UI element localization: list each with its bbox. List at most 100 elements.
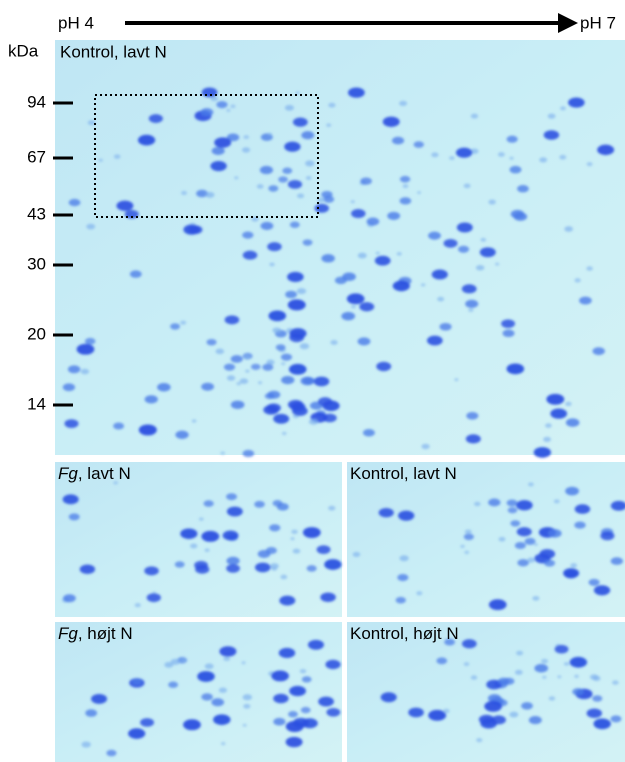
spot [360, 177, 372, 185]
spot [281, 375, 295, 385]
spot [542, 675, 547, 679]
spot [593, 718, 611, 730]
spot [480, 237, 487, 242]
spot [341, 311, 356, 321]
spot [534, 664, 549, 673]
main-gel [55, 40, 625, 455]
spot [197, 671, 215, 682]
spot [305, 160, 315, 167]
spot [357, 252, 367, 259]
spot [470, 113, 479, 119]
spot [465, 434, 481, 444]
spot [80, 368, 90, 375]
spot [273, 413, 290, 424]
spot [428, 709, 447, 721]
spot [501, 319, 516, 329]
spot [201, 530, 220, 542]
spot [201, 693, 213, 701]
spot [234, 176, 239, 180]
spot [443, 238, 458, 248]
spot [463, 533, 474, 541]
spot [303, 377, 315, 385]
spot [299, 343, 310, 350]
spot [68, 198, 81, 207]
spot [222, 530, 239, 541]
spot [565, 401, 572, 407]
spot [454, 378, 459, 382]
spot [263, 405, 279, 415]
spot [292, 117, 308, 127]
spot [574, 504, 591, 514]
spot [242, 231, 254, 239]
spot [226, 493, 238, 501]
spot [431, 152, 439, 158]
spot [610, 715, 622, 723]
spot [399, 197, 412, 205]
spot [539, 157, 548, 163]
marker-label: 94 [27, 92, 46, 111]
spot [612, 680, 619, 685]
spot [507, 507, 518, 514]
spot [533, 447, 552, 458]
spot [568, 97, 585, 108]
spot [63, 594, 76, 603]
spot [273, 717, 286, 726]
spot [190, 543, 198, 549]
spot [509, 711, 519, 718]
spot [86, 223, 96, 230]
spot [545, 423, 552, 428]
ph-arrowhead [558, 13, 578, 33]
spot [579, 296, 592, 305]
spot [216, 101, 228, 109]
spot [116, 200, 134, 211]
spot [351, 209, 366, 219]
spot [402, 184, 409, 189]
spot [243, 135, 250, 140]
spot [288, 711, 298, 718]
spot [586, 266, 593, 271]
spot [67, 365, 81, 374]
spot [548, 529, 562, 538]
spot [198, 517, 204, 521]
spot [269, 262, 275, 267]
spot [476, 738, 483, 743]
spot [243, 355, 251, 360]
spot [113, 422, 125, 430]
spot [375, 251, 380, 255]
spot [468, 308, 474, 313]
spot [292, 406, 308, 416]
spot [245, 369, 250, 373]
spot [600, 531, 615, 541]
spot [278, 176, 288, 183]
spot [84, 337, 96, 345]
spot [223, 363, 236, 371]
spot [124, 209, 139, 219]
spot [302, 527, 321, 538]
spot [324, 559, 342, 570]
marker-label: 43 [27, 204, 46, 223]
spot [211, 698, 225, 707]
panel-label: Fg, lavt N [58, 464, 131, 483]
spot [144, 566, 159, 576]
spot [417, 191, 422, 195]
spot [128, 728, 146, 739]
spot [428, 231, 441, 240]
spot [610, 557, 623, 565]
spot [296, 288, 307, 295]
spot [226, 375, 236, 381]
spot [348, 87, 365, 98]
spot [366, 217, 380, 226]
spot [76, 343, 95, 355]
spot [502, 329, 515, 338]
spot [466, 411, 479, 420]
spot [292, 548, 301, 554]
panel-spots [380, 638, 622, 743]
spot [113, 154, 121, 159]
spot [321, 190, 333, 199]
panel-label-text: , højt N [78, 624, 133, 643]
panel-group: Fg, lavt N Kontrol, lavt NFg, højt N Kontr… [55, 462, 625, 762]
spot [509, 165, 522, 174]
spot [484, 700, 502, 712]
spot [610, 500, 625, 511]
